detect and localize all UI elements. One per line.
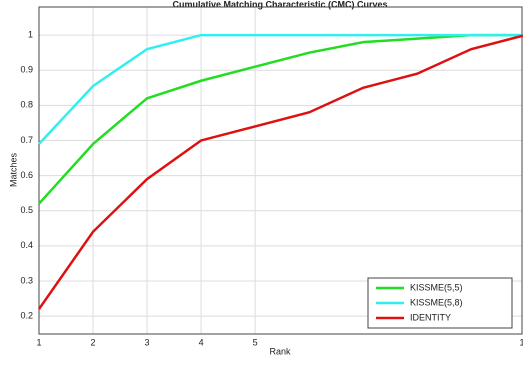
x-axis-label: Rank	[269, 346, 291, 356]
line-series	[38, 33, 523, 205]
y-tick-label: 0.8	[20, 100, 33, 110]
line-series	[38, 33, 523, 145]
legend-label: IDENTITY	[410, 312, 451, 322]
y-axis-label: Matches	[8, 152, 18, 187]
chart-title: Cumulative Matching Characteristic (CMC)…	[172, 0, 387, 9]
x-tick-label: 3	[145, 337, 150, 347]
plot-frame	[38, 6, 523, 335]
y-tick-label: 0.9	[20, 65, 33, 75]
y-tick-label: 0.5	[20, 205, 33, 215]
x-tick-label: 5	[253, 337, 258, 347]
x-tick-label: 1	[519, 337, 523, 347]
legend-label: KISSME(5,8)	[410, 297, 463, 307]
legend-label: KISSME(5,5)	[410, 282, 463, 292]
x-tick-label: 2	[91, 337, 96, 347]
line-series	[37, 34, 523, 310]
y-tick-label: 1	[28, 29, 33, 39]
x-tick-label: 4	[199, 337, 204, 347]
y-tick-label: 0.2	[20, 310, 33, 320]
x-tick-label: 1	[36, 337, 41, 347]
y-tick-label: 0.7	[20, 135, 33, 145]
y-tick-label: 0.3	[20, 275, 33, 285]
y-tick-label: 0.4	[20, 240, 33, 250]
y-tick-label: 0.6	[20, 170, 33, 180]
